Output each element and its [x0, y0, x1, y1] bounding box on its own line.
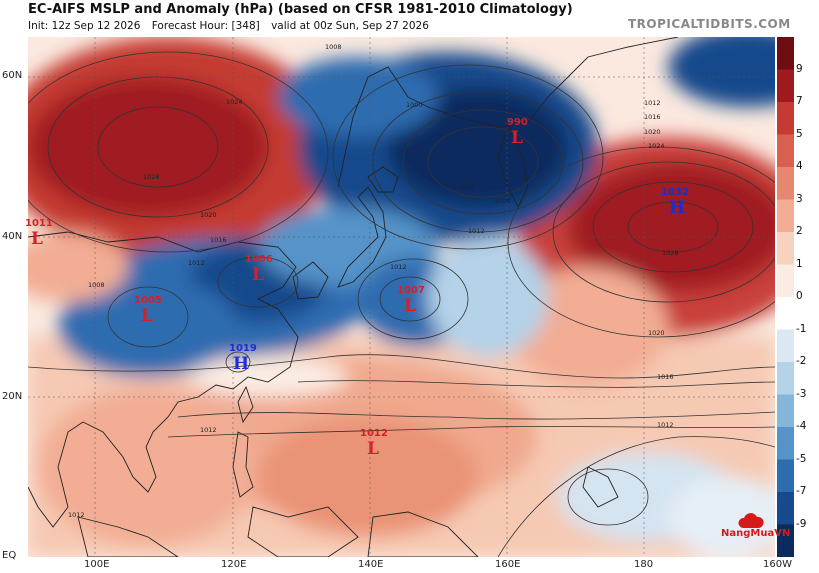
isobar-label: 1028: [143, 173, 160, 181]
map-title: EC-AIFS MSLP and Anomaly (hPa) (based on…: [28, 2, 573, 17]
isobar-label: 1024: [226, 98, 243, 106]
colorbar-label: 3: [796, 192, 803, 205]
map-subtitle: Init: 12z Sep 12 2026 Forecast Hour: [34…: [28, 20, 437, 32]
isobar-label: 1008: [494, 197, 511, 205]
colorbar-segment: [777, 362, 794, 395]
system-value: 1005: [134, 295, 162, 306]
lat-label: 60N: [2, 70, 23, 81]
isobars: [28, 51, 775, 557]
coastlines: [28, 37, 679, 557]
colorbar-segment: [777, 37, 794, 70]
lon-label: 120E: [221, 559, 247, 570]
isobar-label: 1012: [188, 259, 205, 267]
isobar-label: 1004: [458, 183, 475, 191]
colorbar-segment: [777, 232, 794, 265]
system-value: 1032: [661, 187, 689, 198]
low-pressure-marker: L: [31, 229, 43, 249]
colorbar-segment: [777, 264, 794, 298]
colorbar-label: 2: [796, 225, 803, 237]
isobar-label: 1008: [88, 281, 105, 289]
colorbar-label: 0: [796, 290, 803, 302]
isobar-label: 1012: [644, 99, 661, 107]
colorbar-segment: [777, 102, 794, 135]
colorbar-segment: [777, 167, 794, 200]
system-value: 1007: [397, 285, 425, 296]
isobar-label: 1008: [325, 43, 342, 51]
colorbar-label: 1: [796, 257, 803, 270]
colorbar-segment: [777, 524, 794, 557]
system-value: 1006: [245, 254, 273, 265]
colorbar-segment: [777, 427, 794, 460]
isobar-label: 1012: [200, 426, 217, 434]
lat-label: 20N: [2, 391, 23, 402]
cloud-icon: [738, 513, 764, 528]
lon-label: 100E: [84, 559, 110, 570]
isobar-label: 1024: [648, 142, 665, 150]
lon-label: 160E: [495, 559, 521, 570]
isobar-label: 1016: [657, 373, 674, 381]
brand-label: TROPICALTIDBITS.COM: [628, 17, 791, 31]
isobar-label: 1000: [406, 101, 423, 109]
low-pressure-marker: L: [367, 439, 379, 459]
valid-time: valid at 00z Sun, Sep 27 2026: [271, 20, 429, 32]
colorbar-segment: [777, 199, 794, 233]
colorbar-label: 5: [796, 127, 803, 140]
lon-label: 140E: [358, 559, 384, 570]
colorbar-label: -2: [796, 355, 807, 367]
low-pressure-marker: L: [511, 128, 523, 148]
isobar-label: 1012: [657, 421, 674, 429]
low-pressure-marker: L: [252, 265, 264, 285]
colorbar-label: -1: [796, 322, 807, 335]
colorbar: [777, 37, 794, 557]
system-value: 1011: [25, 218, 53, 229]
colorbar-segment: [777, 492, 794, 525]
watermark: NangMuaVN: [721, 528, 791, 539]
mslp-anomaly-map: 1008 1020 1024 1028 1000 1004 1008 1012 …: [28, 37, 775, 557]
isobar-label: 1012: [468, 227, 485, 235]
isobar-label: 1012: [390, 263, 407, 271]
isobar-labels: 1008 1020 1024 1028 1000 1004 1008 1012 …: [68, 43, 679, 519]
colorbar-segment: [777, 134, 794, 168]
low-pressure-marker: L: [141, 306, 153, 326]
forecast-hour: Forecast Hour: [348]: [151, 20, 260, 32]
init-time: Init: 12z Sep 12 2026: [28, 20, 141, 32]
colorbar-label: -9: [796, 517, 807, 530]
system-value: 990: [507, 117, 528, 128]
isobar-label: 1016: [644, 113, 661, 121]
lat-label: EQ: [2, 550, 17, 561]
isobar-label: 1020: [648, 329, 665, 337]
isobar-label: 1020: [200, 211, 217, 219]
isobar-label: 1012: [68, 511, 85, 519]
colorbar-segment: [777, 297, 794, 330]
lon-label: 180: [634, 559, 654, 570]
low-pressure-marker: L: [404, 296, 416, 316]
colorbar-label: -3: [796, 387, 807, 400]
colorbar-label: -7: [796, 485, 807, 497]
colorbar-segment: [777, 394, 794, 428]
system-value: 1019: [229, 343, 257, 354]
high-pressure-marker: H: [669, 198, 686, 218]
lat-label: 40N: [2, 231, 23, 242]
isobar-label: 1016: [210, 236, 227, 244]
system-value: 1012: [360, 428, 388, 439]
lon-label: 160W: [763, 559, 792, 570]
high-pressure-marker: H: [233, 354, 250, 374]
colorbar-label: 9: [796, 62, 803, 75]
colorbar-label: 4: [796, 160, 803, 172]
colorbar-label: 7: [796, 95, 803, 107]
isobar-label: 1020: [644, 128, 661, 136]
graticule: [28, 37, 775, 557]
isobar-label: 1028: [662, 249, 679, 257]
colorbar-label: -4: [796, 420, 807, 432]
colorbar-segment: [777, 459, 794, 493]
colorbar-segment: [777, 329, 794, 363]
colorbar-label: -5: [796, 452, 807, 465]
colorbar-segment: [777, 69, 794, 103]
